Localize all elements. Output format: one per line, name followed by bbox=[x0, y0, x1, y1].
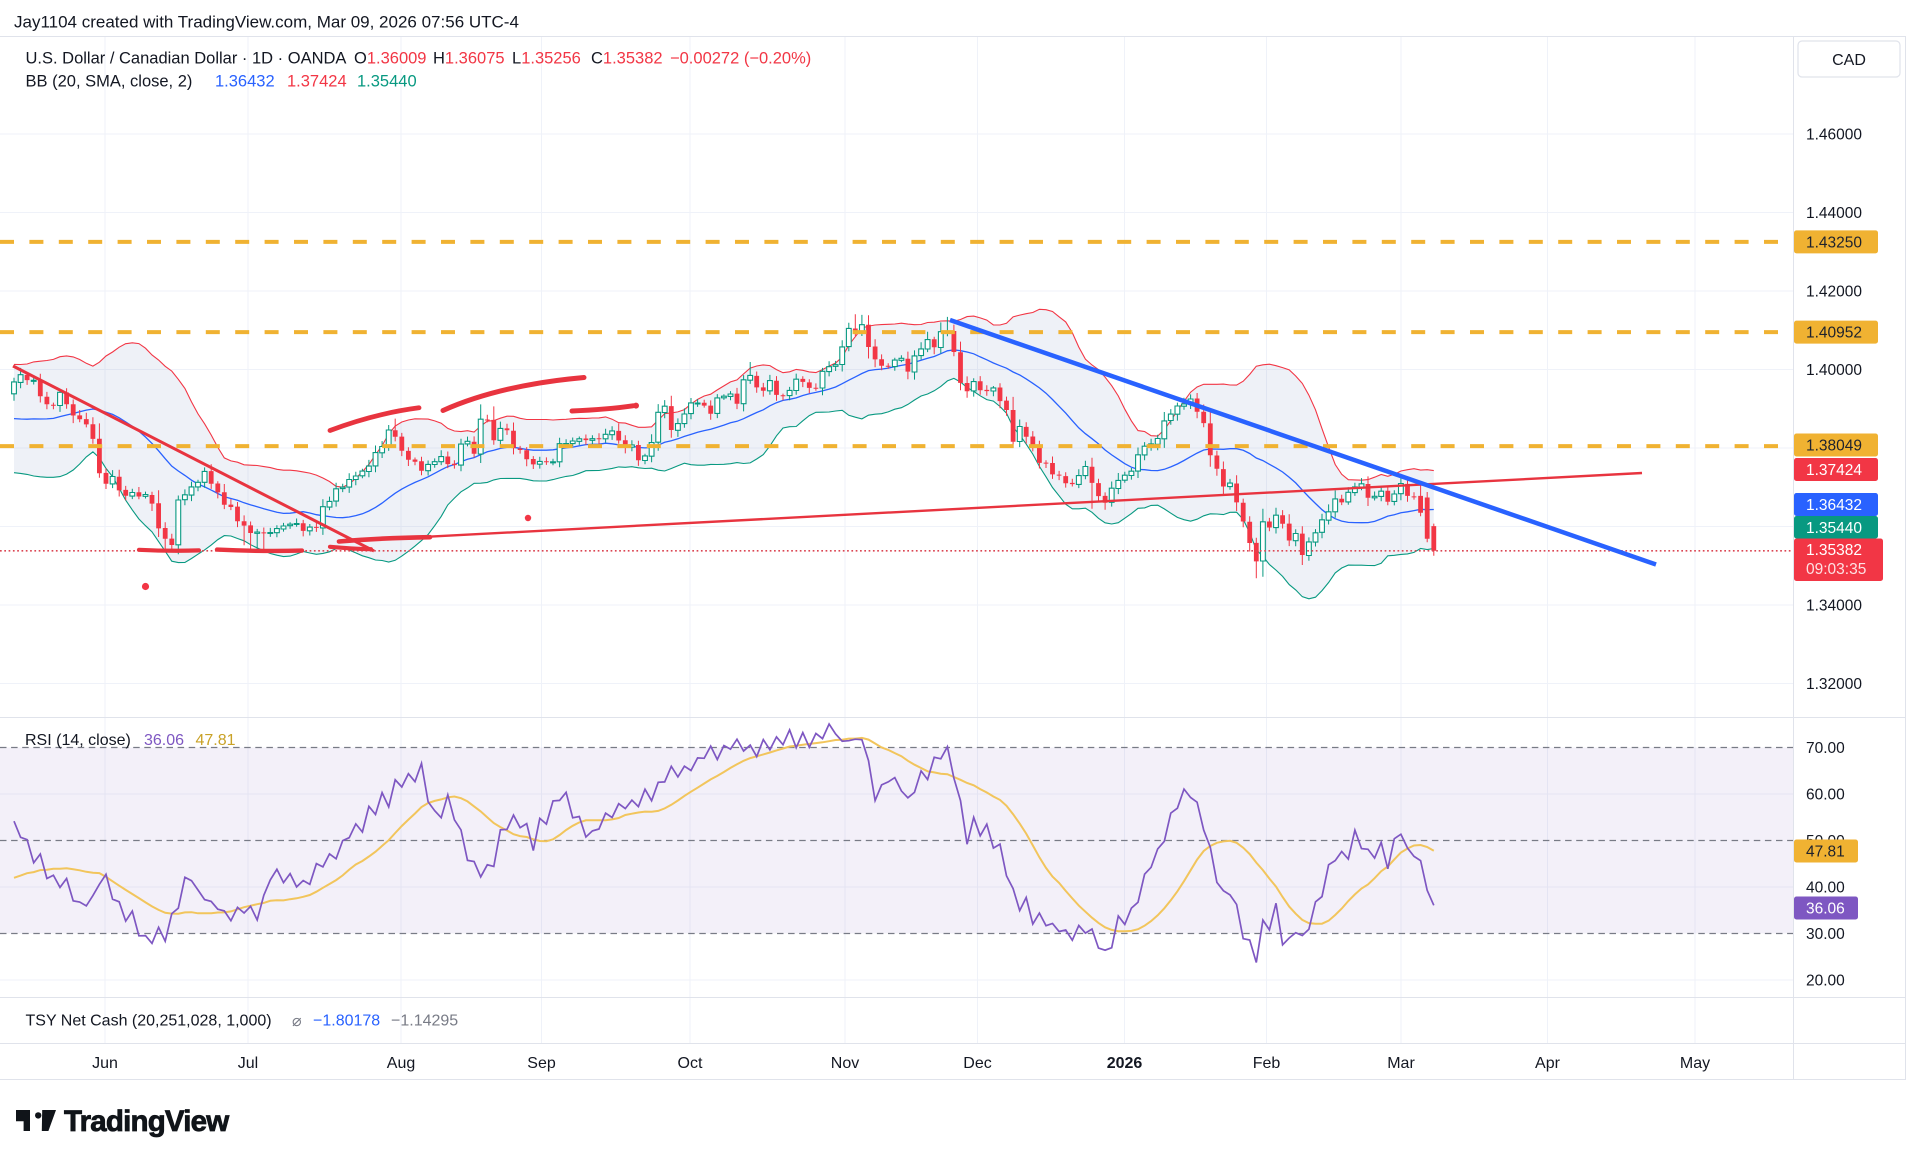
svg-text:L1.35256: L1.35256 bbox=[512, 50, 581, 68]
svg-text:1.36432: 1.36432 bbox=[1806, 497, 1862, 514]
svg-text:2026: 2026 bbox=[1107, 1055, 1143, 1072]
svg-text:−0.00272 (−0.20%): −0.00272 (−0.20%) bbox=[670, 50, 811, 68]
svg-text:1.37424: 1.37424 bbox=[1806, 462, 1862, 479]
svg-text:47.81: 47.81 bbox=[1806, 844, 1845, 861]
svg-text:60.00: 60.00 bbox=[1806, 787, 1845, 804]
svg-text:70.00: 70.00 bbox=[1806, 740, 1845, 757]
svg-text:1.40952: 1.40952 bbox=[1806, 325, 1862, 342]
svg-text:−1.80178: −1.80178 bbox=[313, 1013, 380, 1030]
svg-text:1.44000: 1.44000 bbox=[1806, 205, 1862, 222]
svg-text:1.40000: 1.40000 bbox=[1806, 362, 1862, 379]
svg-text:Sep: Sep bbox=[527, 1055, 556, 1072]
svg-text:1.36432: 1.36432 bbox=[215, 73, 275, 91]
svg-text:O1.36009: O1.36009 bbox=[354, 50, 427, 68]
svg-text:TradingView: TradingView bbox=[64, 1105, 229, 1138]
svg-text:1.38049: 1.38049 bbox=[1806, 438, 1862, 455]
svg-text:Feb: Feb bbox=[1253, 1055, 1281, 1072]
svg-text:47.81: 47.81 bbox=[196, 732, 236, 749]
svg-text:U.S. Dollar / Canadian Dollar: U.S. Dollar / Canadian Dollar · 1D · OAN… bbox=[26, 50, 347, 68]
svg-text:−1.14295: −1.14295 bbox=[391, 1013, 458, 1030]
svg-text:Dec: Dec bbox=[963, 1055, 991, 1072]
svg-text:20.00: 20.00 bbox=[1806, 973, 1845, 990]
svg-text:1.46000: 1.46000 bbox=[1806, 127, 1862, 144]
svg-text:1.34000: 1.34000 bbox=[1806, 598, 1862, 615]
svg-text:H1.36075: H1.36075 bbox=[433, 50, 505, 68]
svg-text:1.37424: 1.37424 bbox=[287, 73, 347, 91]
svg-text:C1.35382: C1.35382 bbox=[591, 50, 663, 68]
svg-text:36.06: 36.06 bbox=[1806, 901, 1845, 918]
svg-text:36.06: 36.06 bbox=[144, 732, 184, 749]
svg-text:1.35440: 1.35440 bbox=[357, 73, 417, 91]
svg-text:1.42000: 1.42000 bbox=[1806, 284, 1862, 301]
svg-text:Jul: Jul bbox=[238, 1055, 258, 1072]
svg-text:May: May bbox=[1680, 1055, 1710, 1072]
svg-text:30.00: 30.00 bbox=[1806, 926, 1845, 943]
svg-text:1.43250: 1.43250 bbox=[1806, 234, 1862, 251]
svg-text:Nov: Nov bbox=[831, 1055, 859, 1072]
svg-text:Jay1104 created with TradingVi: Jay1104 created with TradingView.com, Ma… bbox=[14, 13, 519, 32]
svg-text:Oct: Oct bbox=[678, 1055, 703, 1072]
svg-text:09:03:35: 09:03:35 bbox=[1806, 561, 1866, 578]
svg-text:Mar: Mar bbox=[1387, 1055, 1415, 1072]
svg-text:BB (20, SMA, close, 2): BB (20, SMA, close, 2) bbox=[26, 73, 193, 91]
svg-text:Apr: Apr bbox=[1535, 1055, 1561, 1072]
svg-text:Jun: Jun bbox=[92, 1055, 118, 1072]
svg-text:1.35440: 1.35440 bbox=[1806, 520, 1862, 537]
svg-text:CAD: CAD bbox=[1832, 52, 1866, 69]
svg-text:40.00: 40.00 bbox=[1806, 880, 1845, 897]
svg-text:⌀: ⌀ bbox=[292, 1013, 302, 1030]
svg-text:1.32000: 1.32000 bbox=[1806, 676, 1862, 693]
svg-text:TSY Net Cash (20,251,028, 1,00: TSY Net Cash (20,251,028, 1,000) bbox=[26, 1013, 272, 1030]
svg-text:Aug: Aug bbox=[387, 1055, 415, 1072]
svg-text:1.35382: 1.35382 bbox=[1806, 542, 1862, 559]
svg-text:RSI (14, close): RSI (14, close) bbox=[25, 732, 131, 749]
